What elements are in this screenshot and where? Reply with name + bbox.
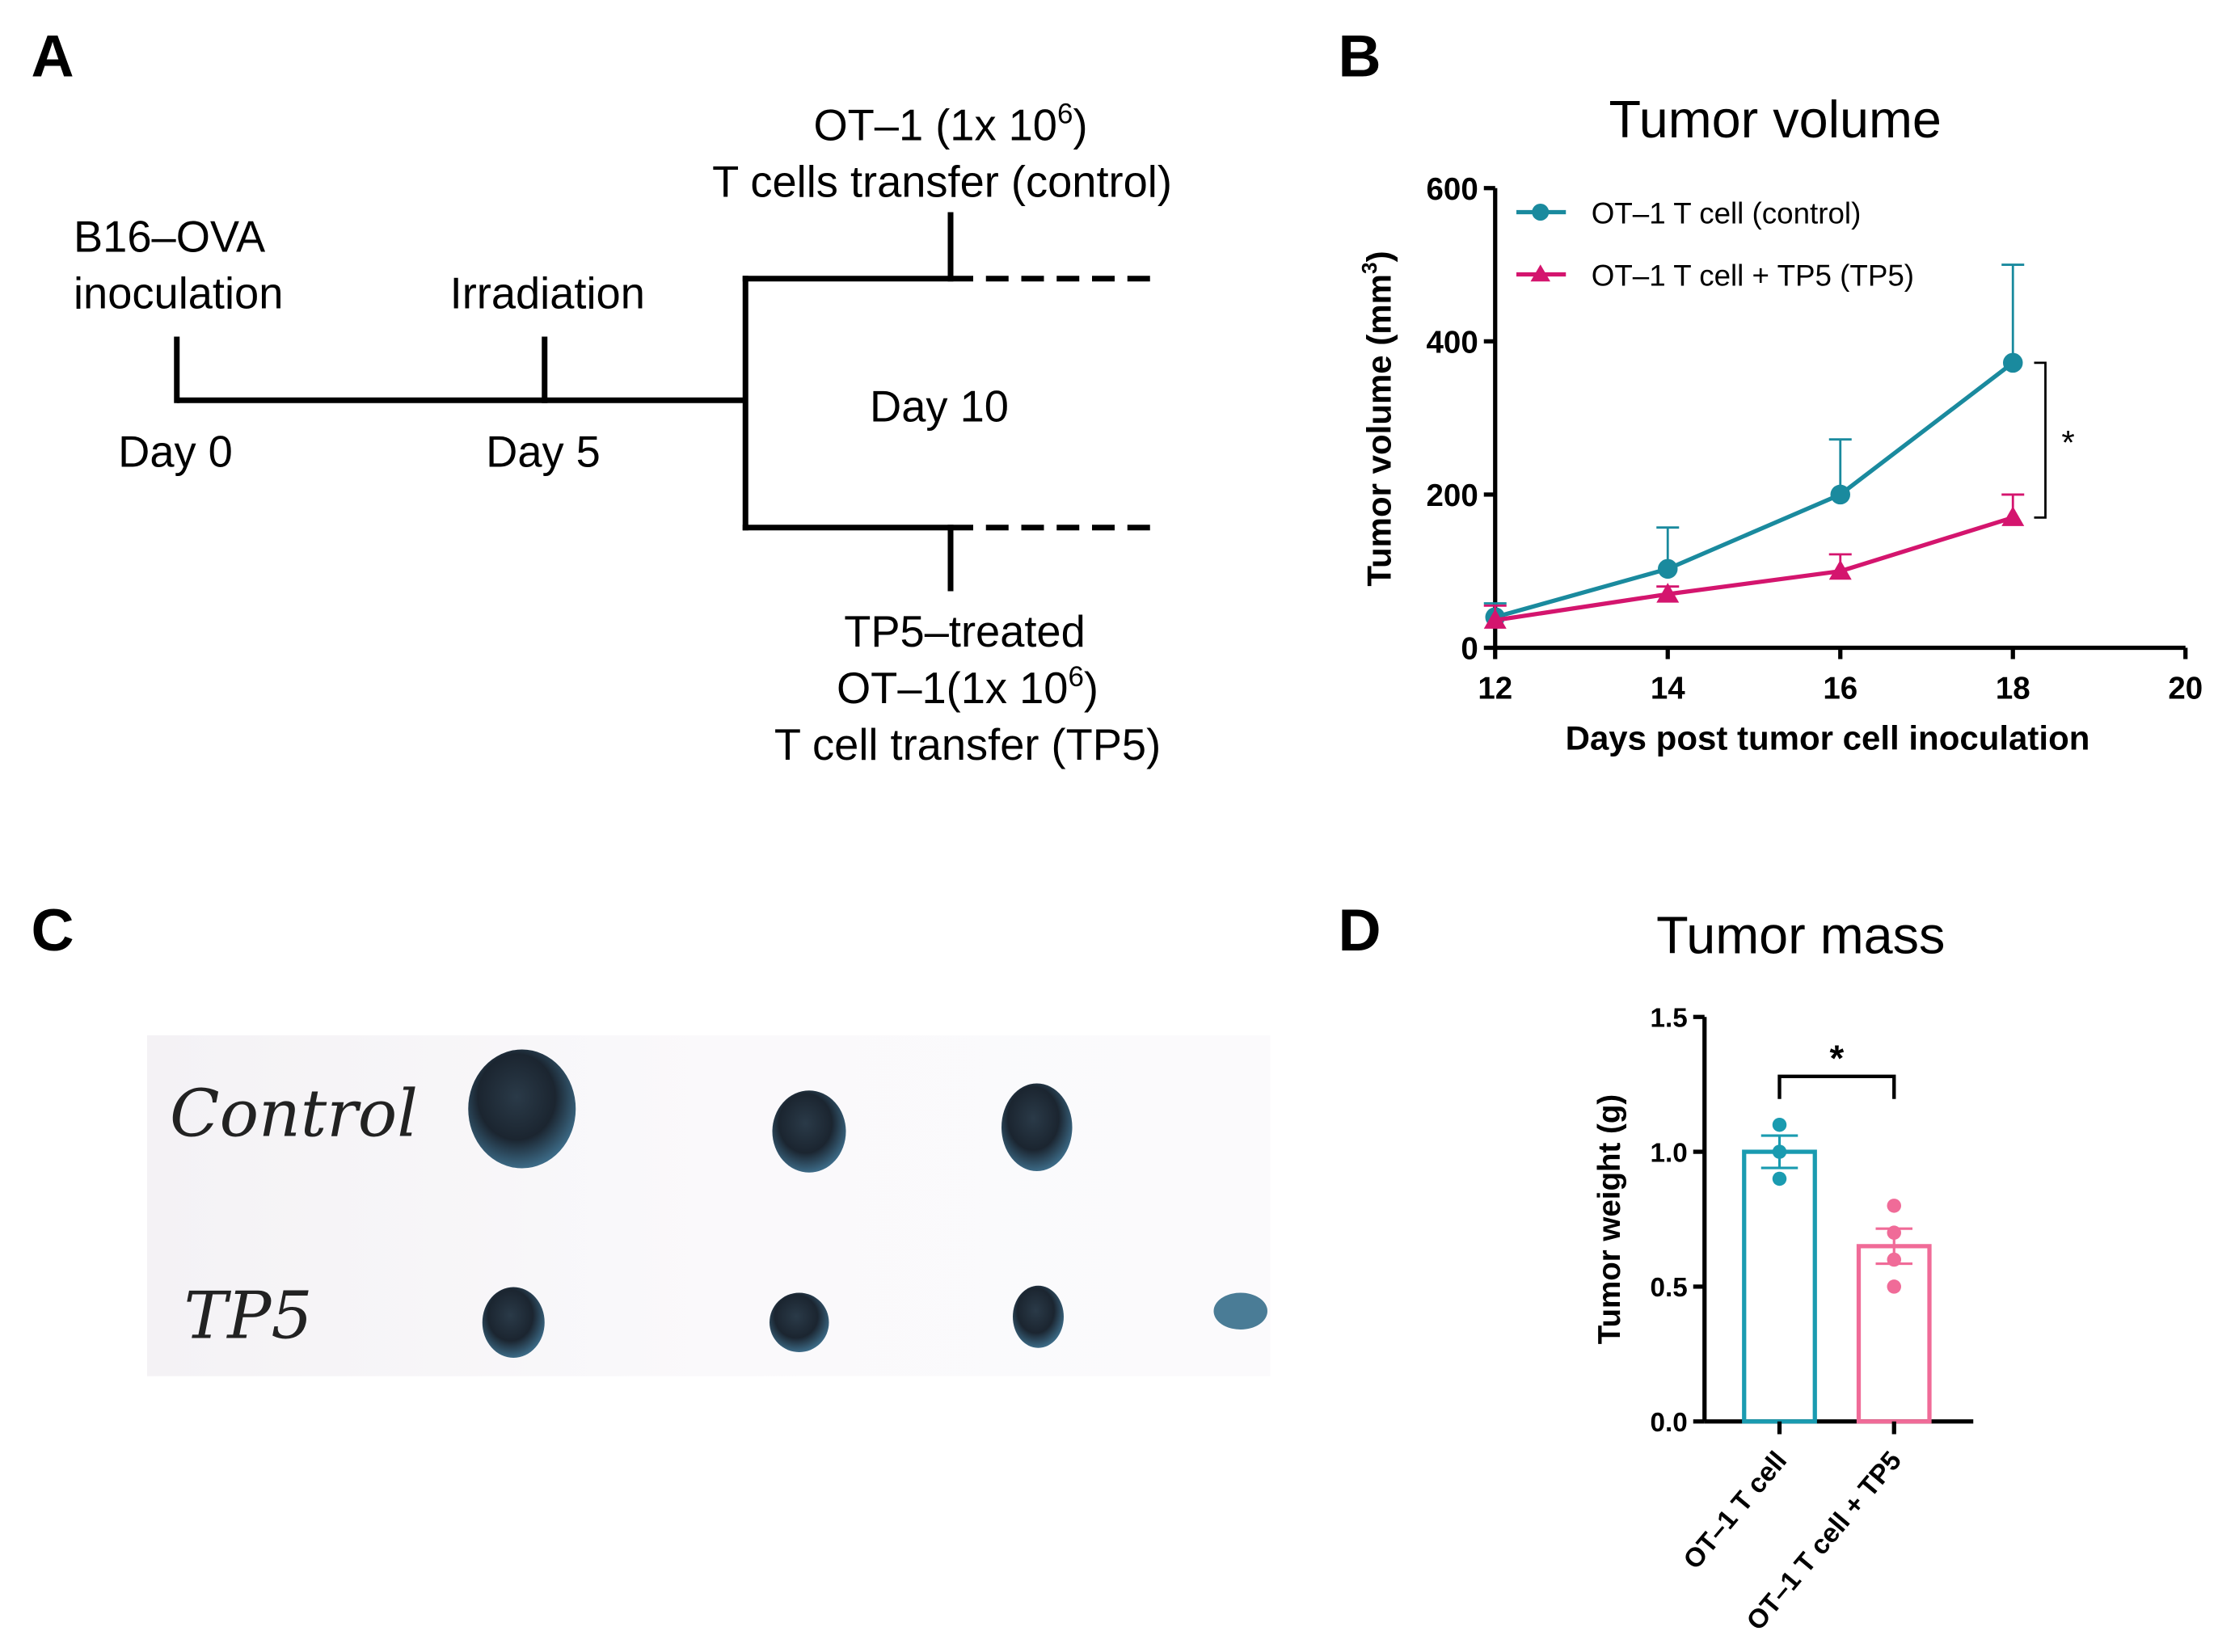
photo-background xyxy=(147,1035,1271,1376)
x-tick-label: 14 xyxy=(1651,672,1685,706)
x-tick-label: 16 xyxy=(1823,672,1857,706)
significance-star: * xyxy=(1830,1038,1845,1079)
panel-label-a: A xyxy=(32,23,74,90)
tp5-transfer-line2: OT–1(1x 106) xyxy=(837,661,1098,713)
legend-marker xyxy=(1532,204,1550,221)
y-tick-label: 600 xyxy=(1427,172,1478,207)
y-tick-label: 0.5 xyxy=(1651,1273,1688,1303)
data-point xyxy=(1483,609,1507,629)
timeline-diagram xyxy=(174,212,1160,592)
data-point xyxy=(1658,558,1678,579)
panel-label-c: C xyxy=(32,896,74,963)
chart-title: Tumor mass xyxy=(1656,906,1945,965)
event-day10: Day 10 xyxy=(870,383,1009,432)
control-transfer-line2: T cells transfer (control) xyxy=(712,158,1172,206)
tumor-control-1 xyxy=(468,1049,576,1169)
tumor-tp5-4 xyxy=(1213,1292,1267,1330)
tumor-tp5-3 xyxy=(1013,1285,1064,1348)
data-point xyxy=(1772,1171,1787,1186)
y-tick-label: 1.0 xyxy=(1651,1138,1688,1168)
legend-marker xyxy=(1530,264,1550,282)
data-point xyxy=(1887,1199,1901,1213)
x-tick-label: 20 xyxy=(2168,672,2203,706)
tumor-tp5-1 xyxy=(482,1287,545,1358)
data-point xyxy=(1828,559,1852,580)
control-transfer-line1: OT–1 (1x 106) xyxy=(813,98,1087,150)
x-axis-label: Days post tumor cell inoculation xyxy=(1566,719,2090,757)
tumor-photo: Control TP5 xyxy=(147,1035,1271,1376)
panel-label-d: D xyxy=(1339,896,1381,963)
y-tick-label: 0 xyxy=(1461,632,1478,667)
y-tick-label: 1.5 xyxy=(1651,1004,1688,1034)
data-point xyxy=(1772,1144,1787,1159)
legend-label: OT–1 T cell (control) xyxy=(1592,197,1862,230)
series-line xyxy=(1495,515,2014,622)
data-point xyxy=(1772,1117,1787,1132)
tp5-transfer-line3: T cell transfer (TP5) xyxy=(774,721,1161,769)
data-point xyxy=(1656,583,1680,603)
y-tick-label: 0.0 xyxy=(1651,1408,1688,1438)
data-point xyxy=(1830,484,1850,505)
tumor-control-3 xyxy=(1001,1083,1073,1171)
series-line xyxy=(1495,360,2014,620)
tumor-tp5-2 xyxy=(770,1292,829,1352)
bar xyxy=(1856,1244,1932,1424)
tumor-volume-chart: Tumor volume Days post tumor cell inocul… xyxy=(1357,90,2203,757)
tumor-mass-chart: Tumor mass Tumor weight (g) 0.0 0.5 1.0 1.5… xyxy=(1592,906,1974,1637)
significance-bracket xyxy=(1777,1074,1896,1099)
y-tick-label: 200 xyxy=(1427,478,1478,513)
event-inoculation-line2: inoculation xyxy=(74,270,283,318)
photo-label-control: Control xyxy=(170,1075,418,1151)
event-day5: Day 5 xyxy=(486,428,601,477)
bar xyxy=(1742,1149,1817,1424)
data-point xyxy=(1887,1279,1901,1294)
tp5-transfer-line1: TP5–treated xyxy=(844,608,1086,656)
data-point xyxy=(2001,506,2025,526)
x-tick-label: OT–1 T cell xyxy=(1678,1446,1793,1575)
data-point xyxy=(1887,1225,1901,1240)
x-tick-label: 12 xyxy=(1478,672,1512,706)
event-irradiation: Irradiation xyxy=(450,270,645,318)
data-point xyxy=(2003,352,2023,373)
tumor-control-2 xyxy=(772,1090,846,1173)
data-point xyxy=(1887,1252,1901,1267)
event-day0: Day 0 xyxy=(118,428,233,477)
photo-label-tp5: TP5 xyxy=(184,1278,313,1354)
legend-label: OT–1 T cell + TP5 (TP5) xyxy=(1592,259,1914,293)
x-tick-label: 18 xyxy=(1996,672,2030,706)
event-inoculation-line1: B16–OVA xyxy=(74,213,266,262)
y-axis-label: Tumor volume (mm3) xyxy=(1357,251,1398,586)
y-axis-label: Tumor weight (g) xyxy=(1592,1094,1627,1344)
significance-bracket xyxy=(2034,361,2047,519)
significance-star: * xyxy=(2061,424,2074,461)
chart-title: Tumor volume xyxy=(1609,90,1942,149)
y-tick-label: 400 xyxy=(1427,325,1478,360)
panel-label-b: B xyxy=(1339,23,1381,90)
